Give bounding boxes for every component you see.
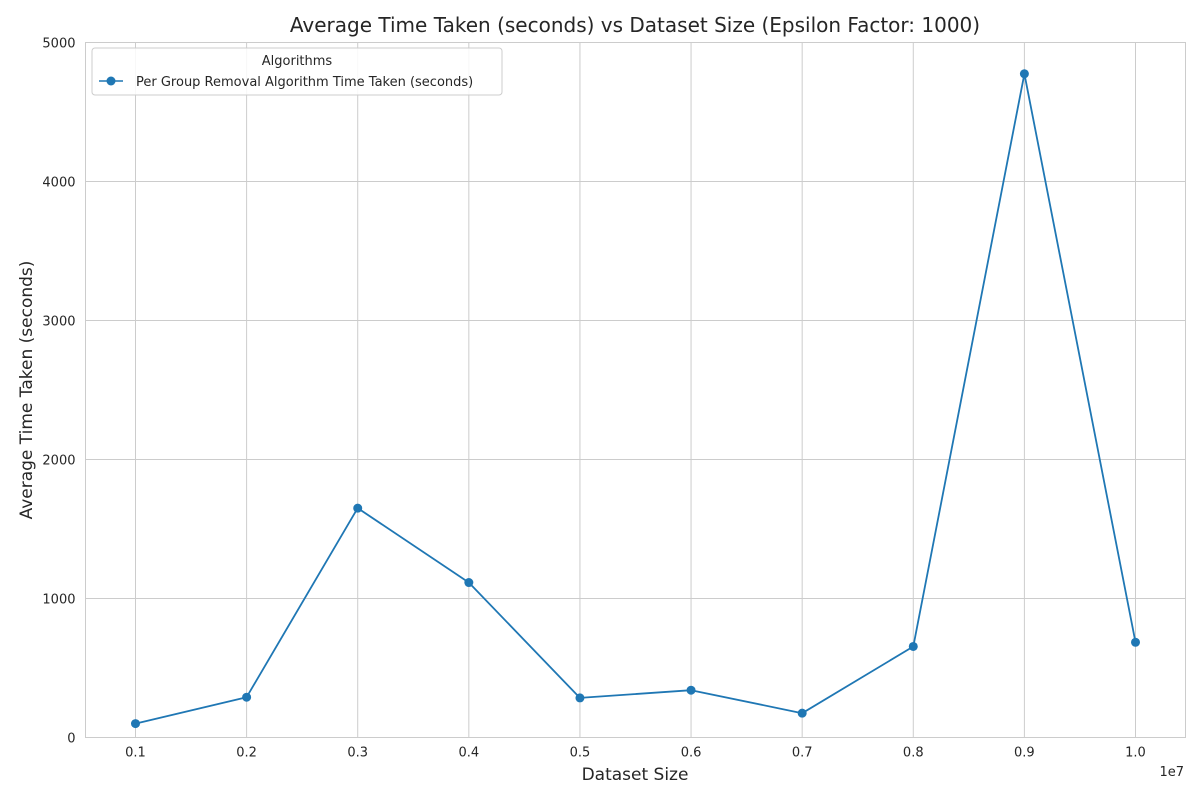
y-tick-label: 5000 xyxy=(42,37,75,52)
y-axis-label: Average Time Taken (seconds) xyxy=(17,261,37,520)
x-tick-label: 0.4 xyxy=(458,746,479,761)
series-line xyxy=(135,72,1137,725)
legend: Algorithms Per Group Removal Algorithm T… xyxy=(91,47,503,96)
data-point xyxy=(1019,69,1029,79)
y-tick-label: 1000 xyxy=(42,593,75,608)
series-layer xyxy=(131,69,1140,729)
data-point xyxy=(797,708,807,718)
x-tick-label: 0.3 xyxy=(347,746,368,761)
data-point xyxy=(908,641,918,651)
chart-title: Average Time Taken (seconds) vs Dataset … xyxy=(290,13,980,37)
data-point xyxy=(353,503,363,513)
plot-frame xyxy=(85,42,1186,738)
legend-box xyxy=(91,47,503,96)
y-tick-label: 3000 xyxy=(42,315,75,330)
legend-marker-swatch xyxy=(106,76,116,86)
data-point xyxy=(464,578,474,588)
tick-labels: 0.1 0.2 0.3 0.4 0.5 0.6 0.7 0.8 0.9 1.0 0 1000 2000 3… xyxy=(42,37,1145,761)
x-tick-label: 0.8 xyxy=(903,746,924,761)
x-tick-label: 0.6 xyxy=(681,746,702,761)
data-point xyxy=(131,719,140,729)
grid-lines xyxy=(85,42,1186,738)
data-point xyxy=(686,685,696,695)
x-axis-offset-label: 1e7 xyxy=(1159,765,1184,780)
x-tick-label: 0.5 xyxy=(570,746,591,761)
x-tick-label: 0.1 xyxy=(125,746,146,761)
legend-title: Algorithms xyxy=(262,54,333,69)
data-point xyxy=(575,693,585,703)
y-tick-label: 2000 xyxy=(42,454,75,469)
x-tick-label: 0.2 xyxy=(236,746,257,761)
data-point xyxy=(1131,637,1140,647)
x-tick-label: 0.9 xyxy=(1014,746,1035,761)
y-tick-label: 0 xyxy=(67,732,75,747)
x-tick-label: 1.0 xyxy=(1125,746,1146,761)
data-point xyxy=(242,692,252,702)
x-axis-label: Dataset Size xyxy=(582,765,689,785)
legend-series-label: Per Group Removal Algorithm Time Taken (… xyxy=(136,75,473,90)
y-tick-label: 4000 xyxy=(42,176,75,191)
x-tick-label: 0.7 xyxy=(792,746,813,761)
